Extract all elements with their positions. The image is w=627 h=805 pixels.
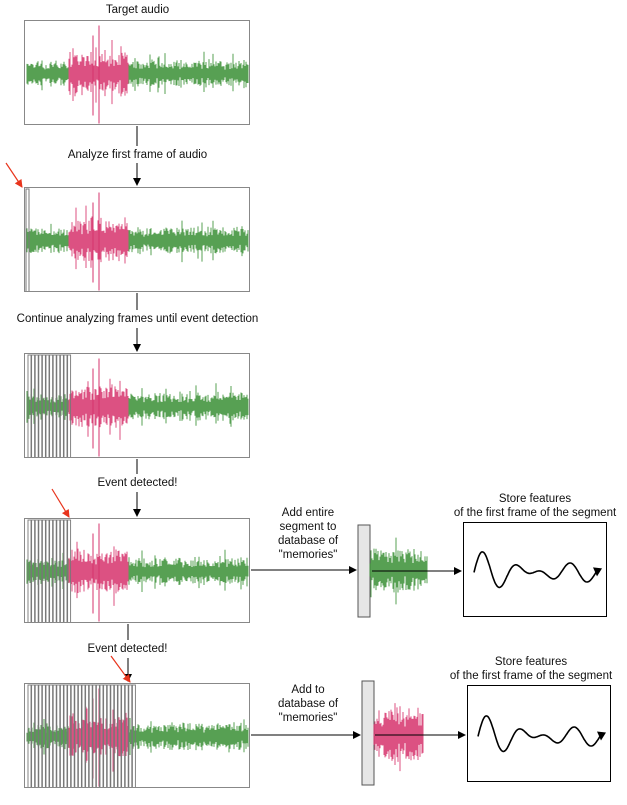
label-store-features-2: Store features of the first frame of the…: [436, 655, 626, 683]
pointer-arrow: [51, 488, 70, 518]
waveform: [26, 25, 249, 124]
label-add-to-database: Add to database of "memories": [258, 683, 358, 725]
label-line: Add entire: [281, 507, 335, 519]
feature-curve-1: [473, 551, 602, 589]
audio-panel-event-detected-1: [24, 518, 250, 623]
label-continue-analyzing: Continue analyzing frames until event de…: [16, 313, 259, 325]
feature-curve-2: [477, 715, 606, 753]
feature-box-1: [463, 522, 607, 617]
pointer-arrow: [5, 162, 23, 188]
waveform: [26, 354, 249, 457]
label-event-detected-1: Event detected!: [97, 477, 178, 489]
label-line: Store features: [498, 493, 572, 505]
label-line: Store features: [494, 656, 568, 668]
waveform: [26, 684, 249, 787]
label-store-features-1: Store features of the first frame of the…: [440, 492, 627, 520]
feature-box-2: [467, 685, 611, 782]
label-target-audio: Target audio: [105, 4, 170, 16]
waveform: [25, 188, 249, 291]
label-add-entire-segment: Add entire segment to database of "memor…: [258, 506, 358, 562]
label-line: segment to: [279, 521, 337, 533]
audio-panel-event-detected-2: [24, 683, 250, 788]
pointer-arrow: [110, 655, 131, 683]
label-event-detected-2: Event detected!: [87, 643, 168, 655]
label-line: "memories": [278, 712, 338, 724]
label-line: database of: [277, 698, 339, 710]
label-line: "memories": [278, 549, 338, 561]
label-analyze-first-frame: Analyze first frame of audio: [67, 149, 208, 161]
audio-panel-target: [24, 20, 250, 125]
label-line: Add to: [291, 684, 325, 696]
waveform: [26, 519, 249, 622]
label-line: of the first frame of the segment: [449, 670, 613, 682]
audio-panel-first-frame: [24, 187, 250, 292]
label-line: database of: [277, 535, 339, 547]
label-line: of the first frame of the segment: [453, 507, 617, 519]
audio-panel-continue: [24, 353, 250, 458]
